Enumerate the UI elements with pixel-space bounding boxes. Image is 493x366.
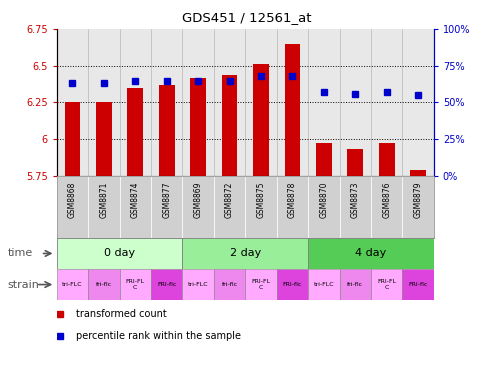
Bar <box>340 269 371 300</box>
Bar <box>190 78 206 176</box>
Text: 0 day: 0 day <box>104 249 135 258</box>
Text: fri-flc: fri-flc <box>96 282 112 287</box>
Text: FRI-FL
C: FRI-FL C <box>126 279 145 290</box>
Text: GSM8872: GSM8872 <box>225 182 234 218</box>
Bar <box>127 88 143 176</box>
Bar <box>214 176 246 238</box>
Bar <box>308 269 340 300</box>
Text: GSM8873: GSM8873 <box>351 182 360 219</box>
Bar <box>182 269 214 300</box>
Text: GSM8868: GSM8868 <box>68 182 77 218</box>
Bar <box>214 269 245 300</box>
Bar <box>402 176 434 238</box>
Text: GSM8877: GSM8877 <box>162 182 171 219</box>
Bar <box>371 269 402 300</box>
Text: GSM8878: GSM8878 <box>288 182 297 218</box>
Text: FRI-FL
C: FRI-FL C <box>377 279 396 290</box>
Text: FRI-flc: FRI-flc <box>408 282 428 287</box>
Text: time: time <box>7 249 33 258</box>
Text: FRI-flc: FRI-flc <box>157 282 176 287</box>
Bar <box>182 176 214 238</box>
Bar <box>371 176 402 238</box>
Bar <box>96 102 112 176</box>
Bar <box>159 85 175 176</box>
Bar <box>245 269 277 300</box>
Bar <box>119 176 151 238</box>
Text: tri-FLC: tri-FLC <box>62 282 83 287</box>
Bar <box>379 143 394 176</box>
Text: fri-flc: fri-flc <box>221 282 238 287</box>
Bar <box>151 176 182 238</box>
Bar <box>245 176 277 238</box>
Text: 2 day: 2 day <box>230 249 261 258</box>
Bar <box>88 176 119 238</box>
Text: fri-flc: fri-flc <box>347 282 363 287</box>
Bar <box>88 269 119 300</box>
Text: GSM8875: GSM8875 <box>256 182 266 219</box>
Bar <box>277 269 308 300</box>
Bar <box>57 238 182 269</box>
Bar <box>65 102 80 176</box>
Bar <box>57 269 88 300</box>
Bar <box>340 176 371 238</box>
Bar <box>402 269 434 300</box>
Text: GSM8871: GSM8871 <box>99 182 108 218</box>
Text: GDS451 / 12561_at: GDS451 / 12561_at <box>182 11 311 24</box>
Text: 4 day: 4 day <box>355 249 387 258</box>
Bar <box>151 269 182 300</box>
Bar <box>277 176 308 238</box>
Bar <box>57 176 88 238</box>
Bar <box>348 149 363 176</box>
Text: FRI-FL
C: FRI-FL C <box>251 279 271 290</box>
Text: GSM8869: GSM8869 <box>194 182 203 219</box>
Bar <box>182 238 308 269</box>
Text: tri-FLC: tri-FLC <box>188 282 209 287</box>
Text: GSM8870: GSM8870 <box>319 182 328 219</box>
Text: FRI-flc: FRI-flc <box>282 282 302 287</box>
Text: strain: strain <box>7 280 39 290</box>
Bar <box>119 269 151 300</box>
Bar <box>410 170 426 176</box>
Text: GSM8874: GSM8874 <box>131 182 140 219</box>
Text: GSM8879: GSM8879 <box>414 182 423 219</box>
Bar <box>222 75 238 176</box>
Bar <box>316 143 332 176</box>
Bar <box>308 176 340 238</box>
Text: transformed count: transformed count <box>75 309 166 320</box>
Text: percentile rank within the sample: percentile rank within the sample <box>75 331 241 341</box>
Bar <box>284 44 300 176</box>
Bar <box>253 64 269 176</box>
Text: tri-FLC: tri-FLC <box>314 282 334 287</box>
Text: GSM8876: GSM8876 <box>382 182 391 219</box>
Bar <box>308 238 434 269</box>
